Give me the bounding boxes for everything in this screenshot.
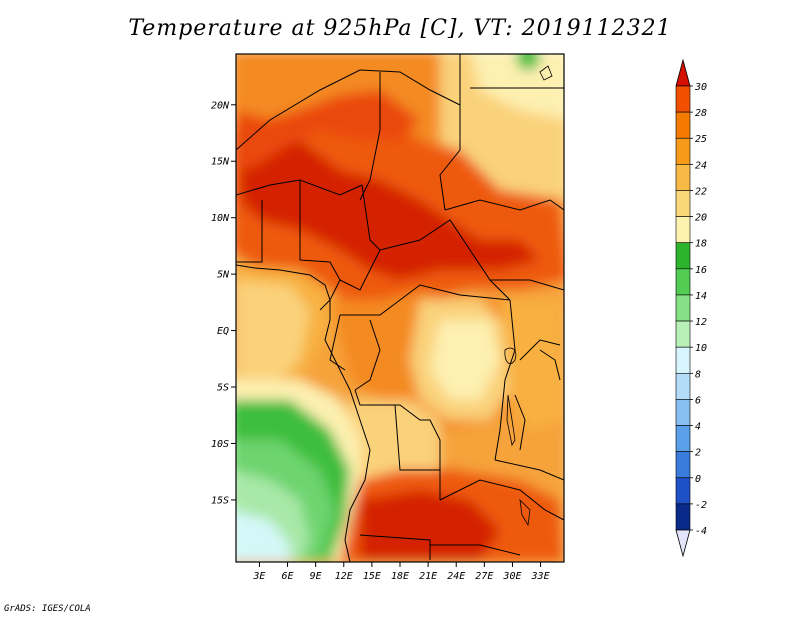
colorbar-label: 20 <box>695 213 707 224</box>
colorbar-box <box>675 294 691 322</box>
colorbar-box <box>675 111 691 139</box>
lat-tick-label: 5N <box>217 270 230 281</box>
colorbar-label: 18 <box>695 239 707 250</box>
lon-tick-label: 18E <box>391 571 409 582</box>
colorbar-box <box>675 137 691 165</box>
colorbar-label: 28 <box>695 108 707 119</box>
colorbar-box <box>675 451 691 479</box>
colorbar-bottom-triangle <box>675 529 691 558</box>
lat-tick-label: EQ <box>217 326 229 337</box>
colorbar-box <box>675 268 691 296</box>
colorbar-label: 6 <box>695 395 701 406</box>
colorbar-box <box>675 242 691 270</box>
colorbar-box <box>675 190 691 217</box>
lon-tick-label: 30E <box>502 571 521 582</box>
colorbar-label: 24 <box>695 160 707 171</box>
colorbar-label: 10 <box>695 343 707 354</box>
colorbar-label: 4 <box>695 422 701 433</box>
temperature-field <box>236 54 564 562</box>
colorbar-label: 30 <box>694 82 707 93</box>
colorbar-label: -4 <box>695 526 707 537</box>
colorbar-label: -2 <box>695 500 707 511</box>
colorbar-label: 16 <box>695 265 707 276</box>
colorbar-box <box>675 216 691 244</box>
colorbar-label: 8 <box>695 369 701 380</box>
colorbar-label: 25 <box>695 134 707 145</box>
lat-tick-label: 5S <box>217 383 229 394</box>
map-title: Temperature at 925hPa [C], VT: 201911232… <box>128 16 672 41</box>
lon-tick-label: 12E <box>335 571 353 582</box>
colorbar-label: 12 <box>695 317 707 328</box>
colorbar-box <box>675 399 691 426</box>
lat-tick-label: 10N <box>211 213 230 224</box>
colorbar-box <box>675 320 691 348</box>
colorbar-box <box>675 85 691 113</box>
colorbar-top-triangle <box>675 58 691 87</box>
colorbar-box <box>675 346 691 374</box>
lat-tick-label: 15S <box>211 495 229 506</box>
colorbar-label: 0 <box>695 474 701 485</box>
lon-tick-label: 3E <box>252 571 265 582</box>
colorbar-box <box>675 372 691 400</box>
lon-tick-label: 33E <box>531 571 550 582</box>
lat-tick-label: 15N <box>211 157 230 168</box>
lon-tick-label: 6E <box>282 571 294 582</box>
colorbar-box <box>675 503 691 531</box>
lon-tick-label: 21E <box>419 571 437 582</box>
latitude-axis: 20N 15N 10N 5N EQ 5S 10S 15S <box>211 100 236 506</box>
colorbar-label: 14 <box>695 291 707 302</box>
country-borders <box>236 54 564 562</box>
lon-tick-label: 27E <box>475 571 493 582</box>
colorbar-label: 2 <box>695 448 701 459</box>
colorbar-box <box>675 425 691 452</box>
longitude-axis: 3E 6E 9E 12E 15E 18E 21E 24E 27E 30E 33E <box>252 562 550 582</box>
credit-text: GrADS: IGES/COLA <box>4 604 91 614</box>
lat-tick-label: 10S <box>211 439 229 450</box>
lon-tick-label: 15E <box>363 571 381 582</box>
lon-tick-label: 24E <box>447 571 465 582</box>
lat-tick-label: 20N <box>211 100 230 111</box>
colorbar-box <box>675 164 691 191</box>
colorbar-label: 22 <box>695 186 707 197</box>
colorbar-box <box>675 477 691 505</box>
lakes <box>504 65 553 527</box>
lon-tick-label: 9E <box>310 571 322 582</box>
